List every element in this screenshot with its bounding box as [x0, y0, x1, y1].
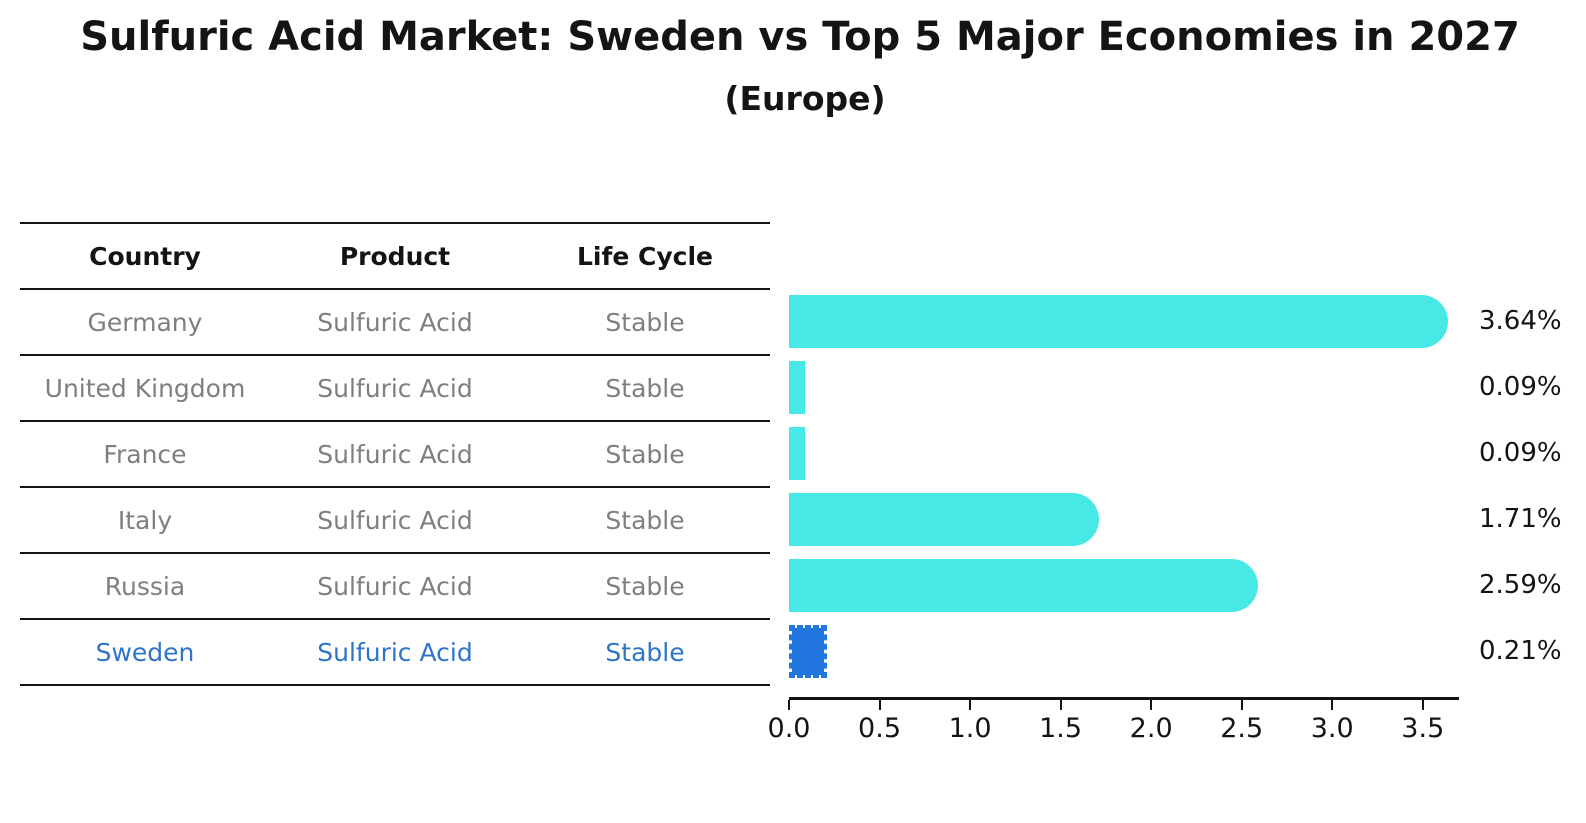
table-row-germany: Germany Sulfuric Acid Stable: [20, 290, 770, 356]
chart-subtitle: (Europe): [724, 79, 886, 118]
product-cell: Sulfuric Acid: [317, 307, 473, 337]
x-tick-label: 1.5: [1039, 713, 1083, 744]
bar-united-kingdom: [789, 360, 806, 414]
bar-value-label-sweden: 0.21%: [1479, 636, 1562, 666]
x-tick-label: 0.5: [858, 713, 902, 744]
x-tick-label: 3.5: [1401, 713, 1445, 744]
life-cycle-cell: Stable: [605, 637, 685, 667]
tick-mark: [1421, 700, 1424, 710]
chart-title: Sulfuric Acid Market: Sweden vs Top 5 Ma…: [80, 14, 1520, 60]
bar-italy: [789, 492, 1099, 546]
bar-value-label-united-kingdom: 0.09%: [1479, 372, 1562, 402]
country-cell: Germany: [87, 307, 203, 337]
country-cell: France: [103, 439, 187, 469]
country-cell: United Kingdom: [44, 373, 246, 403]
x-tick-label: 3.0: [1310, 713, 1354, 744]
table-row-france: France Sulfuric Acid Stable: [20, 422, 770, 488]
product-cell: Sulfuric Acid: [317, 571, 473, 601]
bar-value-label-germany: 3.64%: [1479, 306, 1562, 336]
x-tick-label: 2.5: [1220, 713, 1264, 744]
life-cycle-cell: Stable: [605, 439, 685, 469]
country-cell: Italy: [117, 505, 173, 535]
country-table: Country Product Life Cycle Germany Sulfu…: [20, 222, 770, 686]
country-cell: Sweden: [95, 637, 195, 667]
table-row-russia: Russia Sulfuric Acid Stable: [20, 554, 770, 620]
tick-mark: [1150, 700, 1153, 710]
bar-russia: [789, 558, 1258, 612]
life-cycle-cell: Stable: [605, 571, 685, 601]
bar-france: [789, 426, 806, 480]
column-header-life-cycle: Life Cycle: [576, 241, 714, 271]
life-cycle-cell: Stable: [605, 307, 685, 337]
life-cycle-cell: Stable: [605, 505, 685, 535]
product-cell: Sulfuric Acid: [317, 373, 473, 403]
bar-sweden: [789, 624, 828, 678]
tick-mark: [788, 700, 790, 710]
product-cell: Sulfuric Acid: [317, 439, 473, 469]
bar-value-label-france: 0.09%: [1479, 438, 1562, 468]
x-axis-line: [789, 697, 1459, 700]
bar-value-label-italy: 1.71%: [1479, 504, 1562, 534]
bar-value-label-russia: 2.59%: [1479, 570, 1562, 600]
bar-germany: [789, 294, 1449, 348]
tick-mark: [1059, 700, 1062, 710]
column-header-product: Product: [339, 241, 451, 271]
tick-mark: [1331, 700, 1334, 710]
x-tick-label: 0.0: [767, 713, 811, 744]
table-row-italy: Italy Sulfuric Acid Stable: [20, 488, 770, 554]
country-cell: Russia: [104, 571, 186, 601]
table-header-row: Country Product Life Cycle: [20, 224, 770, 290]
tick-mark: [1240, 700, 1243, 710]
table-row-sweden: Sweden Sulfuric Acid Stable: [20, 620, 770, 686]
life-cycle-cell: Stable: [605, 373, 685, 403]
table-row-united-kingdom: United Kingdom Sulfuric Acid Stable: [20, 356, 770, 422]
product-cell: Sulfuric Acid: [317, 637, 473, 667]
x-tick-label: 2.0: [1129, 713, 1173, 744]
tick-mark: [878, 700, 881, 710]
product-cell: Sulfuric Acid: [317, 505, 473, 535]
x-tick-label: 1.0: [948, 713, 992, 744]
column-header-country: Country: [89, 241, 201, 271]
tick-mark: [969, 700, 972, 710]
